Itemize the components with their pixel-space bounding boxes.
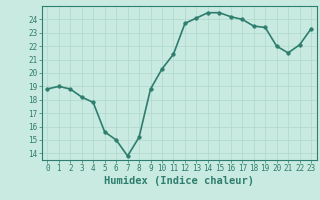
X-axis label: Humidex (Indice chaleur): Humidex (Indice chaleur) [104,176,254,186]
